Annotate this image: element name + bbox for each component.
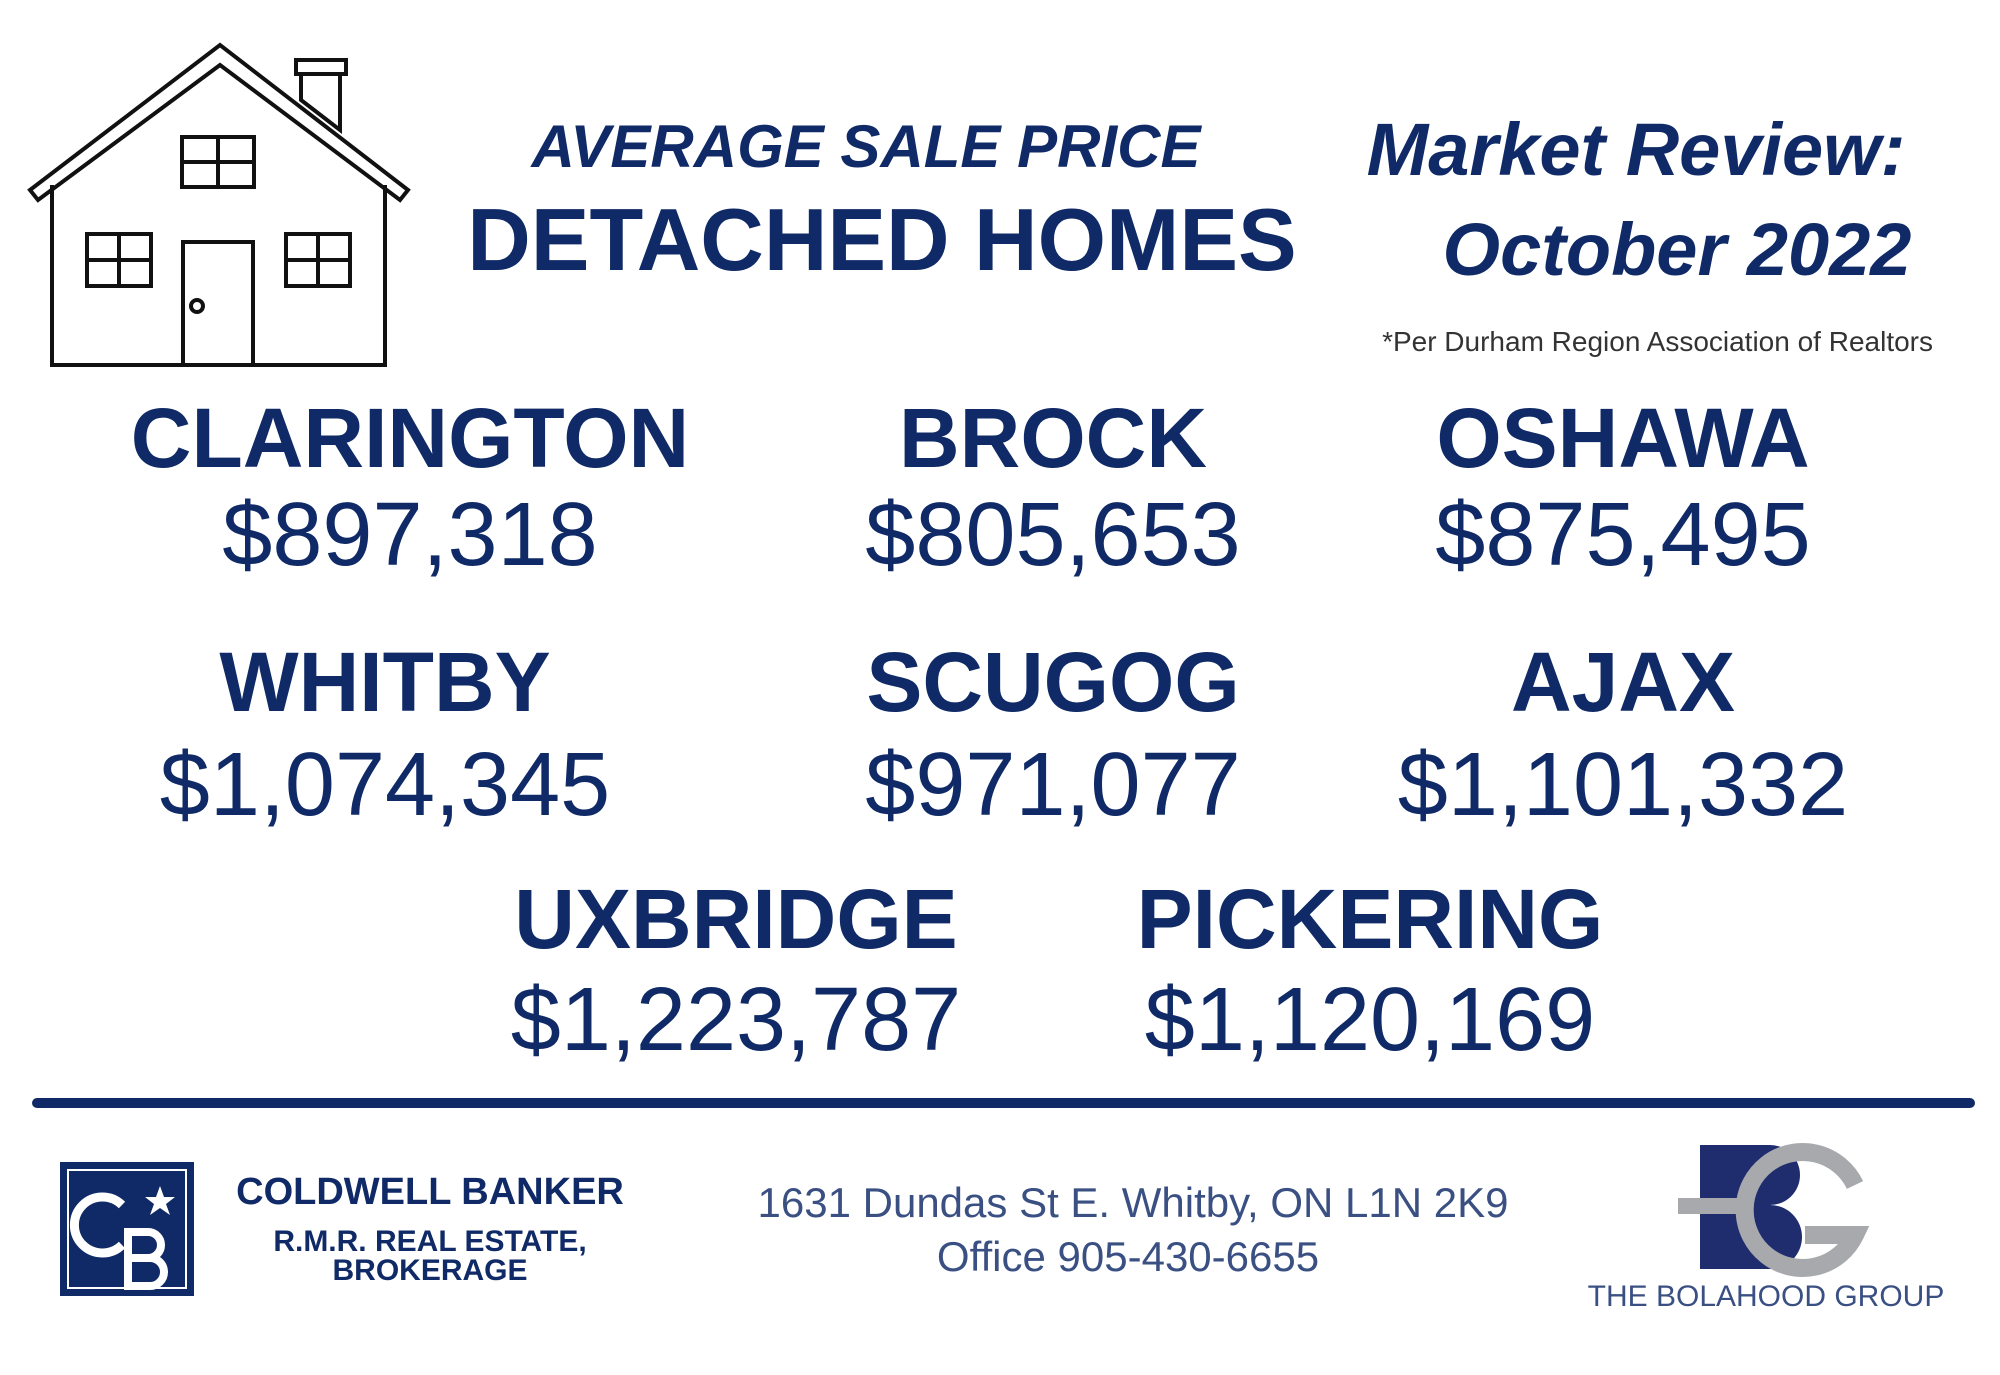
group-name: THE BOLAHOOD GROUP [1587, 1280, 1945, 1313]
brokerage-name: COLDWELL BANKER [236, 1171, 624, 1213]
house-icon [27, 42, 411, 367]
brokerage-line: R.M.R. REAL ESTATE, [273, 1225, 587, 1258]
review-label: Market Review: [1366, 108, 1906, 191]
region-name: UXBRIDGE [514, 872, 958, 966]
region-price: $1,074,345 [159, 735, 611, 835]
divider [32, 1098, 1975, 1108]
region-price: $1,223,787 [510, 970, 962, 1070]
region-price: $805,653 [865, 485, 1241, 585]
region-price: $971,077 [865, 735, 1241, 835]
bg-logo [1678, 1143, 1870, 1277]
region-name: SCUGOG [866, 635, 1240, 729]
review-date: October 2022 [1442, 208, 1912, 291]
region-price: $1,101,332 [1397, 735, 1849, 835]
address: 1631 Dundas St E. Whitby, ON L1N 2K9 [757, 1179, 1509, 1226]
source-note: *Per Durham Region Association of Realto… [1382, 326, 1933, 357]
title: DETACHED HOMES [467, 190, 1297, 289]
region-name: PICKERING [1136, 872, 1604, 966]
region-price: $875,495 [1435, 485, 1811, 585]
region-name: OSHAWA [1436, 391, 1810, 485]
cb-logo [60, 1162, 194, 1296]
region-name: WHITBY [219, 635, 551, 729]
region-name: BROCK [899, 391, 1207, 485]
brokerage-line: BROKERAGE [332, 1254, 528, 1287]
region-name: AJAX [1510, 635, 1736, 729]
region-price: $1,120,169 [1144, 970, 1596, 1070]
region-price: $897,318 [222, 485, 598, 585]
region-name: CLARINGTON [130, 391, 690, 485]
subtitle: AVERAGE SALE PRICE [531, 113, 1201, 180]
phone: Office 905-430-6655 [936, 1233, 1320, 1280]
